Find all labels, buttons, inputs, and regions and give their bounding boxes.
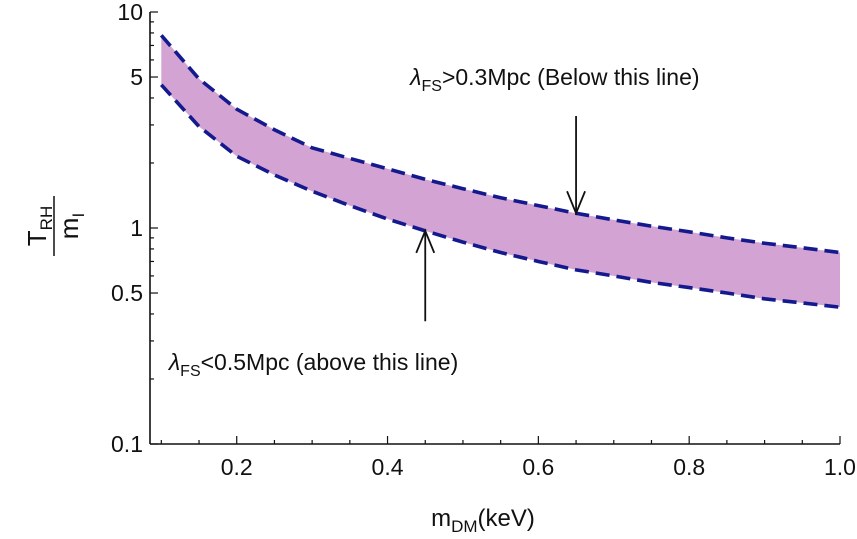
- annotation-upper-symbol: λ: [408, 64, 421, 90]
- x-tick-label: 0.4: [372, 454, 404, 480]
- y-axis-label-denominator: mI: [54, 213, 88, 239]
- x-axis-label: mDM(keV): [431, 505, 535, 536]
- annotation-upper-label: λFS>0.3Mpc (Below this line): [408, 64, 699, 95]
- x-axis-label-main: m: [431, 505, 451, 532]
- allowed-region-band: [161, 35, 841, 308]
- y-tick-label: 10: [117, 0, 143, 25]
- upper-boundary-line: [159, 34, 841, 255]
- annotation-lower-label: λFS<0.5Mpc (above this line): [167, 349, 458, 380]
- y-axis-label-num-sub: RH: [37, 206, 56, 231]
- annotation-upper-sub: FS: [421, 78, 441, 95]
- x-axis-label-tail: (keV): [478, 505, 535, 532]
- y-tick-label: 1: [130, 215, 143, 241]
- y-tick-label: 0.5: [111, 280, 143, 306]
- y-tick-label: 5: [130, 64, 143, 90]
- x-tick-label: 0.2: [221, 454, 253, 480]
- x-tick-label: 0.6: [522, 454, 554, 480]
- annotation-lower-text: <0.5Mpc (above this line): [201, 349, 459, 375]
- band-layer: [161, 35, 841, 308]
- y-axis-label-den-sub: I: [69, 213, 88, 218]
- annotation-lower-arrow-head: [415, 228, 436, 254]
- y-tick-label: 0.1: [111, 431, 143, 457]
- x-tick-label: 1.0: [824, 454, 856, 480]
- y-axis-label-numerator: TRH: [22, 206, 56, 246]
- y-axis-label: TRH mI: [22, 196, 88, 256]
- lower-boundary-line: [159, 83, 841, 309]
- y-axis-label-den-main: m: [54, 218, 84, 240]
- x-tick-label: 0.8: [673, 454, 705, 480]
- annotations: λFS>0.3Mpc (Below this line) λFS<0.5Mpc …: [167, 64, 700, 380]
- annotation-upper-arrow-head: [566, 190, 586, 216]
- y-axis-label-num-main: T: [22, 230, 52, 246]
- ticks: 0.2 0.4 0.6 0.8 1.0 0.1 0.5 1 5 10: [111, 0, 856, 480]
- annotation-lower-symbol: λ: [167, 349, 180, 375]
- x-axis-label-sub: DM: [451, 517, 477, 536]
- annotation-upper-text: >0.3Mpc (Below this line): [442, 64, 700, 90]
- annotation-lower-sub: FS: [180, 363, 200, 380]
- boundary-lines: [159, 34, 841, 309]
